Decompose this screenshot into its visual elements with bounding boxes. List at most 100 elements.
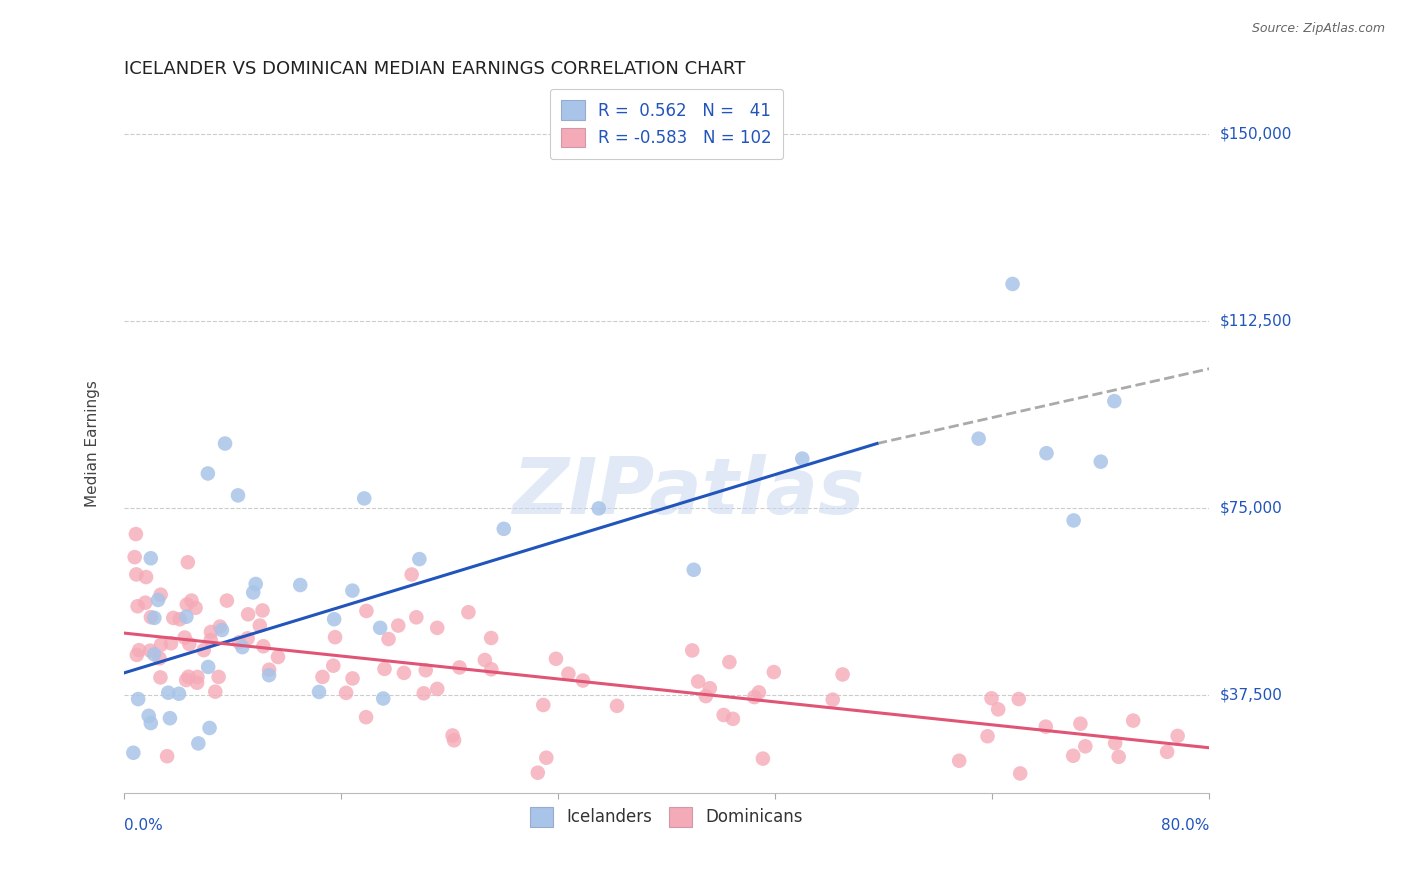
- Point: [176, 609, 198, 624]
- Point: [159, 711, 181, 725]
- Point: [353, 491, 375, 506]
- Point: [160, 636, 183, 650]
- Text: 80.0%: 80.0%: [1161, 818, 1209, 832]
- Point: [308, 685, 330, 699]
- Point: [405, 610, 427, 624]
- Point: [401, 567, 423, 582]
- Point: [174, 673, 197, 687]
- Point: [252, 640, 274, 654]
- Point: [125, 567, 148, 582]
- Point: [177, 555, 200, 569]
- Point: [143, 648, 166, 662]
- Point: [1090, 455, 1112, 469]
- Point: [479, 631, 502, 645]
- Point: [187, 736, 209, 750]
- Point: [323, 612, 346, 626]
- Point: [557, 666, 579, 681]
- Point: [1035, 446, 1057, 460]
- Point: [257, 663, 280, 677]
- Point: [252, 603, 274, 617]
- Point: [242, 585, 264, 599]
- Point: [449, 660, 471, 674]
- Text: 0.0%: 0.0%: [124, 818, 163, 832]
- Point: [1069, 716, 1091, 731]
- Point: [1035, 720, 1057, 734]
- Point: [127, 599, 149, 614]
- Point: [976, 729, 998, 743]
- Point: [139, 643, 162, 657]
- Point: [207, 670, 229, 684]
- Point: [150, 638, 173, 652]
- Point: [792, 451, 814, 466]
- Point: [122, 746, 145, 760]
- Point: [228, 635, 250, 649]
- Point: [1104, 736, 1126, 750]
- Point: [342, 583, 364, 598]
- Point: [457, 605, 479, 619]
- Point: [146, 593, 169, 607]
- Point: [186, 670, 208, 684]
- Point: [392, 665, 415, 680]
- Y-axis label: Median Earnings: Median Earnings: [86, 380, 100, 507]
- Point: [531, 698, 554, 712]
- Point: [1122, 714, 1144, 728]
- Point: [236, 632, 259, 646]
- Point: [245, 577, 267, 591]
- Point: [742, 690, 765, 704]
- Point: [536, 750, 558, 764]
- Point: [176, 598, 198, 612]
- Point: [699, 681, 721, 696]
- Point: [267, 650, 290, 665]
- Point: [980, 691, 1002, 706]
- Point: [821, 692, 844, 706]
- Point: [1167, 729, 1189, 743]
- Point: [322, 658, 344, 673]
- Point: [688, 674, 710, 689]
- Point: [335, 686, 357, 700]
- Point: [169, 612, 191, 626]
- Point: [167, 687, 190, 701]
- Point: [311, 670, 333, 684]
- Point: [125, 527, 148, 541]
- Point: [148, 651, 170, 665]
- Legend: Icelanders, Dominicans: Icelanders, Dominicans: [523, 801, 810, 833]
- Text: $37,500: $37,500: [1220, 688, 1284, 703]
- Point: [681, 643, 703, 657]
- Point: [157, 686, 180, 700]
- Point: [200, 632, 222, 647]
- Text: ICELANDER VS DOMINICAN MEDIAN EARNINGS CORRELATION CHART: ICELANDER VS DOMINICAN MEDIAN EARNINGS C…: [124, 60, 745, 78]
- Point: [1156, 745, 1178, 759]
- Text: $112,500: $112,500: [1220, 314, 1292, 329]
- Point: [177, 670, 200, 684]
- Point: [752, 751, 775, 765]
- Point: [987, 702, 1010, 716]
- Point: [226, 488, 249, 502]
- Point: [713, 708, 735, 723]
- Point: [186, 675, 208, 690]
- Point: [211, 623, 233, 637]
- Point: [138, 708, 160, 723]
- Point: [748, 685, 770, 699]
- Point: [1104, 394, 1126, 409]
- Point: [1062, 748, 1084, 763]
- Point: [368, 621, 391, 635]
- Point: [257, 668, 280, 682]
- Point: [426, 621, 449, 635]
- Point: [443, 733, 465, 747]
- Point: [127, 692, 149, 706]
- Point: [356, 604, 378, 618]
- Point: [1108, 749, 1130, 764]
- Point: [408, 552, 430, 566]
- Point: [526, 765, 548, 780]
- Point: [198, 721, 221, 735]
- Point: [588, 501, 610, 516]
- Point: [179, 637, 201, 651]
- Point: [967, 432, 990, 446]
- Point: [479, 662, 502, 676]
- Text: Source: ZipAtlas.com: Source: ZipAtlas.com: [1251, 22, 1385, 36]
- Point: [762, 665, 785, 679]
- Point: [721, 712, 744, 726]
- Point: [1074, 739, 1097, 754]
- Point: [426, 681, 449, 696]
- Point: [143, 611, 166, 625]
